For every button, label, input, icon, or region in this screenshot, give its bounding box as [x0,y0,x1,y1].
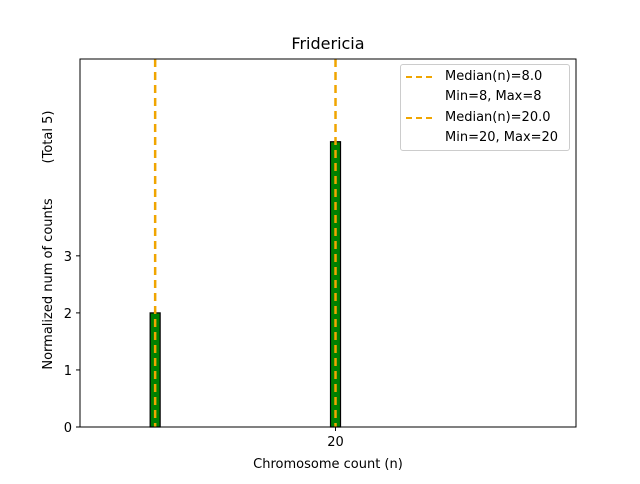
y-tick-label: 2 [64,307,72,322]
legend-label: Median(n)=20.0 [445,110,551,125]
legend-sublabel: Min=8, Max=8 [445,89,542,104]
legend-entry-median-2: Median(n)=20.0 [401,108,569,128]
y-axis-total-label: (Total 5) [41,111,56,164]
legend-entry-range-2: Min=20, Max=20 [401,128,569,148]
legend-label: Median(n)=8.0 [445,69,543,84]
plot-frame [79,58,577,428]
y-axis-label: Normalized num of counts [41,198,56,369]
legend-sublabel: Min=20, Max=20 [445,130,559,145]
chart-title: Fridericia [291,34,364,53]
legend-dashed-line-icon [406,117,432,119]
chart-legend: Median(n)=8.0 Min=8, Max=8 Median(n)=20.… [400,64,570,151]
y-tick-label: 0 [64,421,72,436]
plot-layer: 0 1 2 3 20 [64,58,577,450]
legend-dashed-line-icon [406,76,432,78]
bar-8 [149,312,161,428]
y-tick-label: 1 [64,364,72,379]
legend-entry-range-1: Min=8, Max=8 [401,87,569,107]
x-axis-label: Chromosome count (n) [253,457,403,472]
y-tick-label: 3 [64,250,72,265]
legend-entry-median-1: Median(n)=8.0 [401,67,569,87]
x-tick-label: 20 [327,435,344,450]
